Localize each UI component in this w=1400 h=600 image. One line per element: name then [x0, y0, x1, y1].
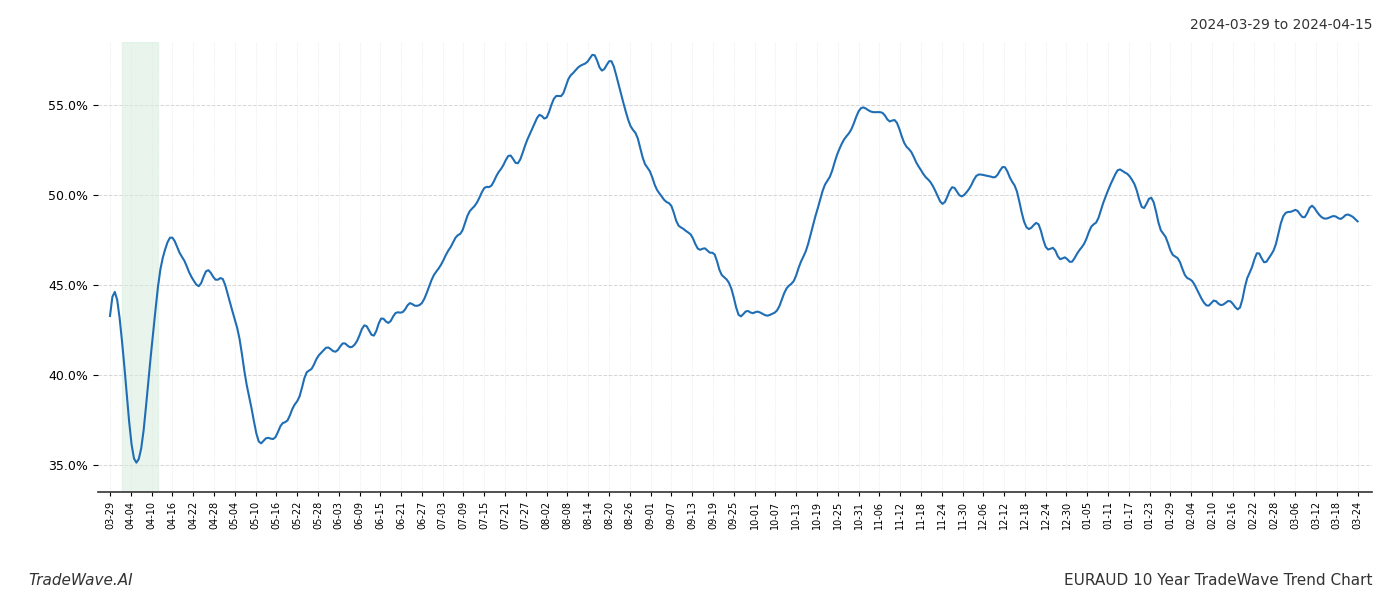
- Text: EURAUD 10 Year TradeWave Trend Chart: EURAUD 10 Year TradeWave Trend Chart: [1064, 573, 1372, 588]
- Bar: [122, 42, 158, 492]
- Text: 2024-03-29 to 2024-04-15: 2024-03-29 to 2024-04-15: [1190, 18, 1372, 32]
- Text: TradeWave.AI: TradeWave.AI: [28, 573, 133, 588]
